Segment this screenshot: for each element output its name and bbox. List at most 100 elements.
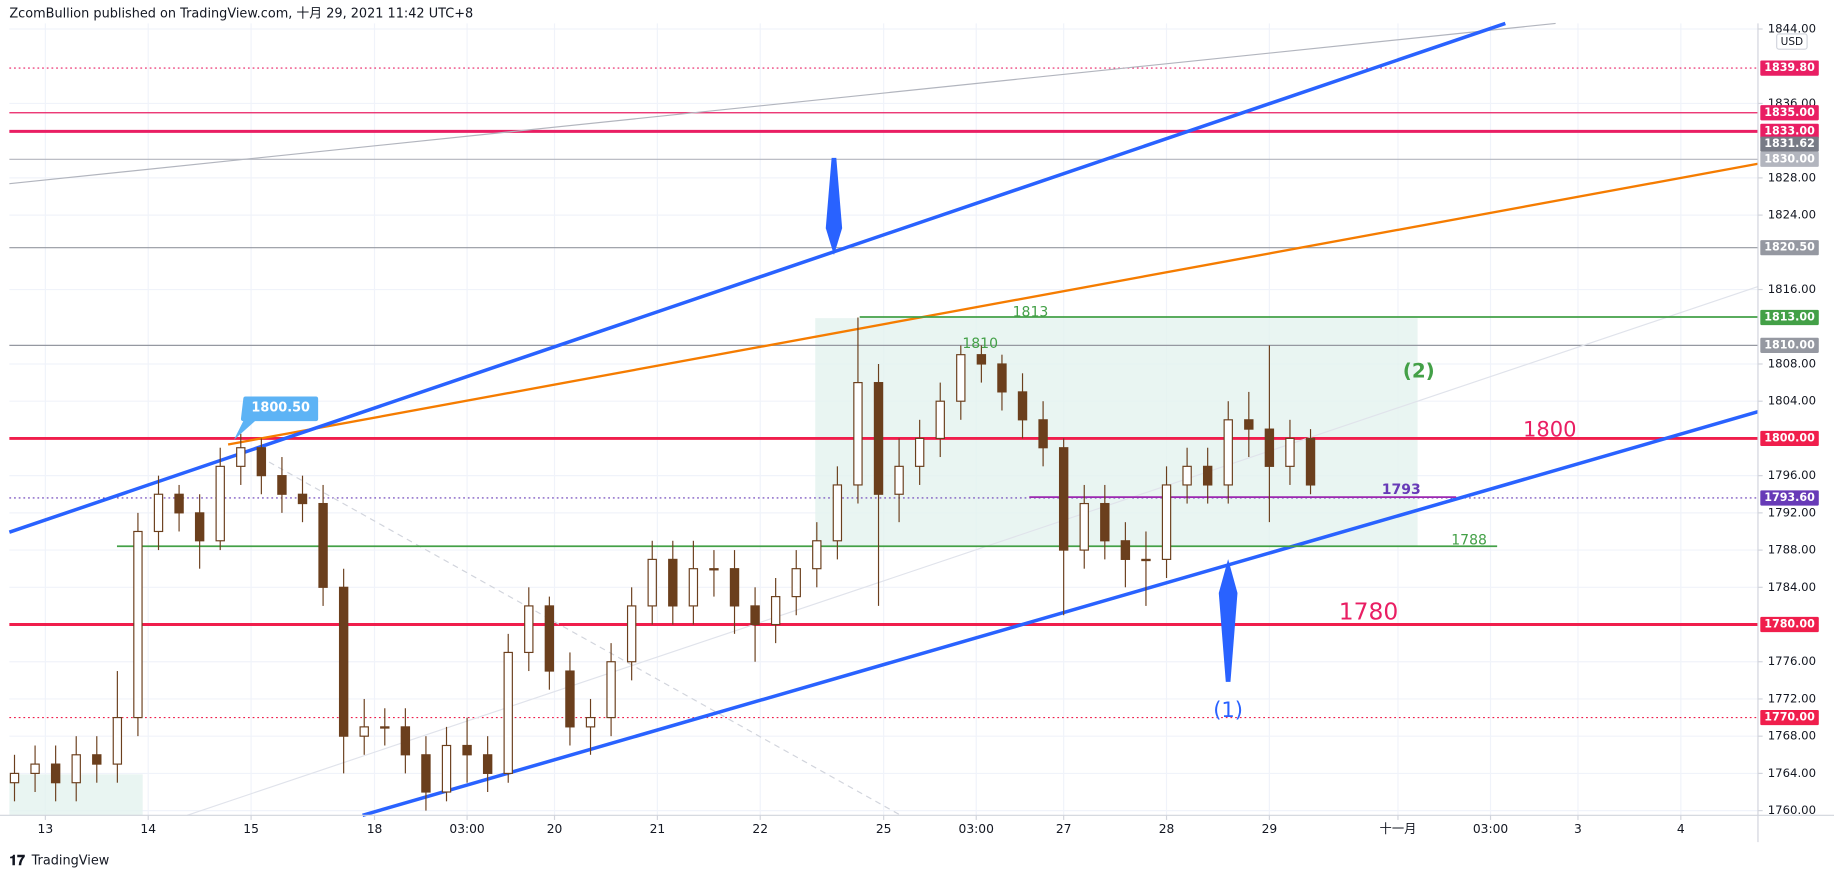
candle-body: [1058, 447, 1069, 551]
candle-body: [50, 763, 61, 784]
arrow-down: [825, 157, 843, 256]
callout-box: [233, 396, 319, 440]
price-badge: [1760, 123, 1819, 139]
annotation: 1813: [1013, 304, 1049, 320]
price-badge-label: 1813.00: [1764, 310, 1815, 323]
y-tick-label: 1788.00: [1768, 543, 1816, 557]
x-tick-label: 27: [1056, 822, 1072, 836]
price-badge: [1760, 337, 1819, 353]
candle-body: [668, 558, 678, 607]
candle-body: [914, 437, 925, 467]
price-badge: [1760, 136, 1819, 152]
x-tick-label: 21: [650, 822, 666, 836]
candle-body: [935, 400, 945, 440]
x-tick-label: 22: [752, 822, 768, 836]
candle-body: [9, 772, 20, 784]
candle-body: [956, 354, 966, 402]
candle-body: [338, 586, 349, 737]
candle-body: [71, 754, 81, 784]
x-tick-label: 十一月: [1380, 822, 1417, 836]
candle-body: [1244, 419, 1254, 430]
candle-body: [462, 744, 472, 756]
candle-body: [359, 726, 369, 737]
candle-body: [1161, 484, 1172, 560]
price-badge: [1760, 430, 1819, 447]
y-tick-label: 1804.00: [1768, 394, 1816, 408]
y-tick-label: 1760.00: [1768, 803, 1816, 817]
candle-body: [812, 540, 822, 570]
candle-body: [1305, 437, 1316, 486]
candle-body: [791, 568, 801, 598]
candle-body: [524, 605, 534, 654]
x-tick-label: 3: [1574, 822, 1582, 836]
price-badge-label: 1780.00: [1764, 618, 1815, 631]
price-badge-label: 1820.50: [1764, 241, 1815, 254]
x-tick-label: 15: [243, 822, 259, 836]
candle-body: [30, 763, 40, 774]
candle-body: [709, 568, 719, 571]
y-tick-label: 1828.00: [1768, 170, 1816, 184]
candle-body: [997, 363, 1007, 393]
y-tick-label: 1796.00: [1768, 468, 1816, 482]
annotation: 1793: [1382, 482, 1421, 498]
x-tick-label: 03:00: [1473, 822, 1508, 836]
candle-body: [112, 716, 123, 765]
y-tick-label: 1784.00: [1768, 580, 1816, 594]
annotation: (2): [1403, 359, 1435, 382]
annotation: 1800: [1523, 416, 1577, 441]
candle-body: [585, 716, 596, 728]
candle-body: [1285, 437, 1295, 467]
price-badge: [1760, 709, 1819, 726]
candle-body: [194, 512, 205, 542]
candle-body: [318, 502, 328, 588]
candle-body: [1100, 502, 1110, 542]
price-badge: [1760, 309, 1819, 326]
candle-body: [976, 354, 987, 365]
candle-body: [1202, 465, 1213, 486]
price-badge-label: 1800.00: [1764, 431, 1815, 444]
candle-body: [277, 475, 287, 495]
price-badge: [1760, 240, 1819, 256]
x-tick-label: 03:00: [959, 822, 994, 836]
y-tick-label: 1772.00: [1768, 691, 1816, 705]
x-tick-label: 13: [38, 822, 54, 836]
x-tick-label: 4: [1677, 822, 1685, 836]
candles: [9, 317, 1316, 811]
candle-body: [1223, 419, 1233, 486]
trend-line: [227, 162, 1759, 446]
footer: TradingView: [31, 853, 110, 868]
x-tick-label: 20: [547, 822, 563, 836]
levels: [9, 67, 1758, 719]
axis: 1760.00 1764.00 1768.00 1772.00 1776.00 1784.…: [38, 22, 1819, 836]
price-badge: [1760, 616, 1819, 633]
price-badge: [1760, 105, 1819, 121]
candle-body: [421, 754, 431, 793]
x-tick-label: 28: [1159, 822, 1175, 836]
price-badge: [1760, 490, 1819, 506]
candle-body: [297, 493, 308, 505]
candle-body: [1141, 558, 1151, 562]
price-badge: [1760, 151, 1819, 167]
candle-body: [544, 605, 555, 672]
annotation: (1): [1213, 697, 1243, 722]
x-tick-label: 29: [1262, 822, 1278, 836]
channel-line: [362, 410, 1759, 817]
candle-body: [565, 670, 575, 728]
candle-body: [174, 493, 184, 514]
price-badge-label: 1835.00: [1764, 106, 1815, 119]
candle-body: [750, 605, 760, 626]
y-tick-label: 1824.00: [1768, 208, 1816, 222]
candle-body: [688, 568, 699, 607]
footer-logo: 𝟏𝟕: [9, 853, 25, 869]
price-badge-label: 1839.80: [1764, 61, 1815, 74]
price-badge-label: 1770.00: [1764, 711, 1815, 724]
trend-line: [268, 461, 901, 816]
candle-body: [626, 605, 637, 663]
x-tick-label: 25: [876, 822, 892, 836]
candle-body: [153, 493, 164, 533]
candle-body: [380, 726, 390, 729]
trend-line: [186, 286, 1759, 816]
candle-body: [1264, 428, 1275, 467]
y-tick-label: 1764.00: [1768, 766, 1816, 780]
x-tick-label: 03:00: [449, 822, 484, 836]
